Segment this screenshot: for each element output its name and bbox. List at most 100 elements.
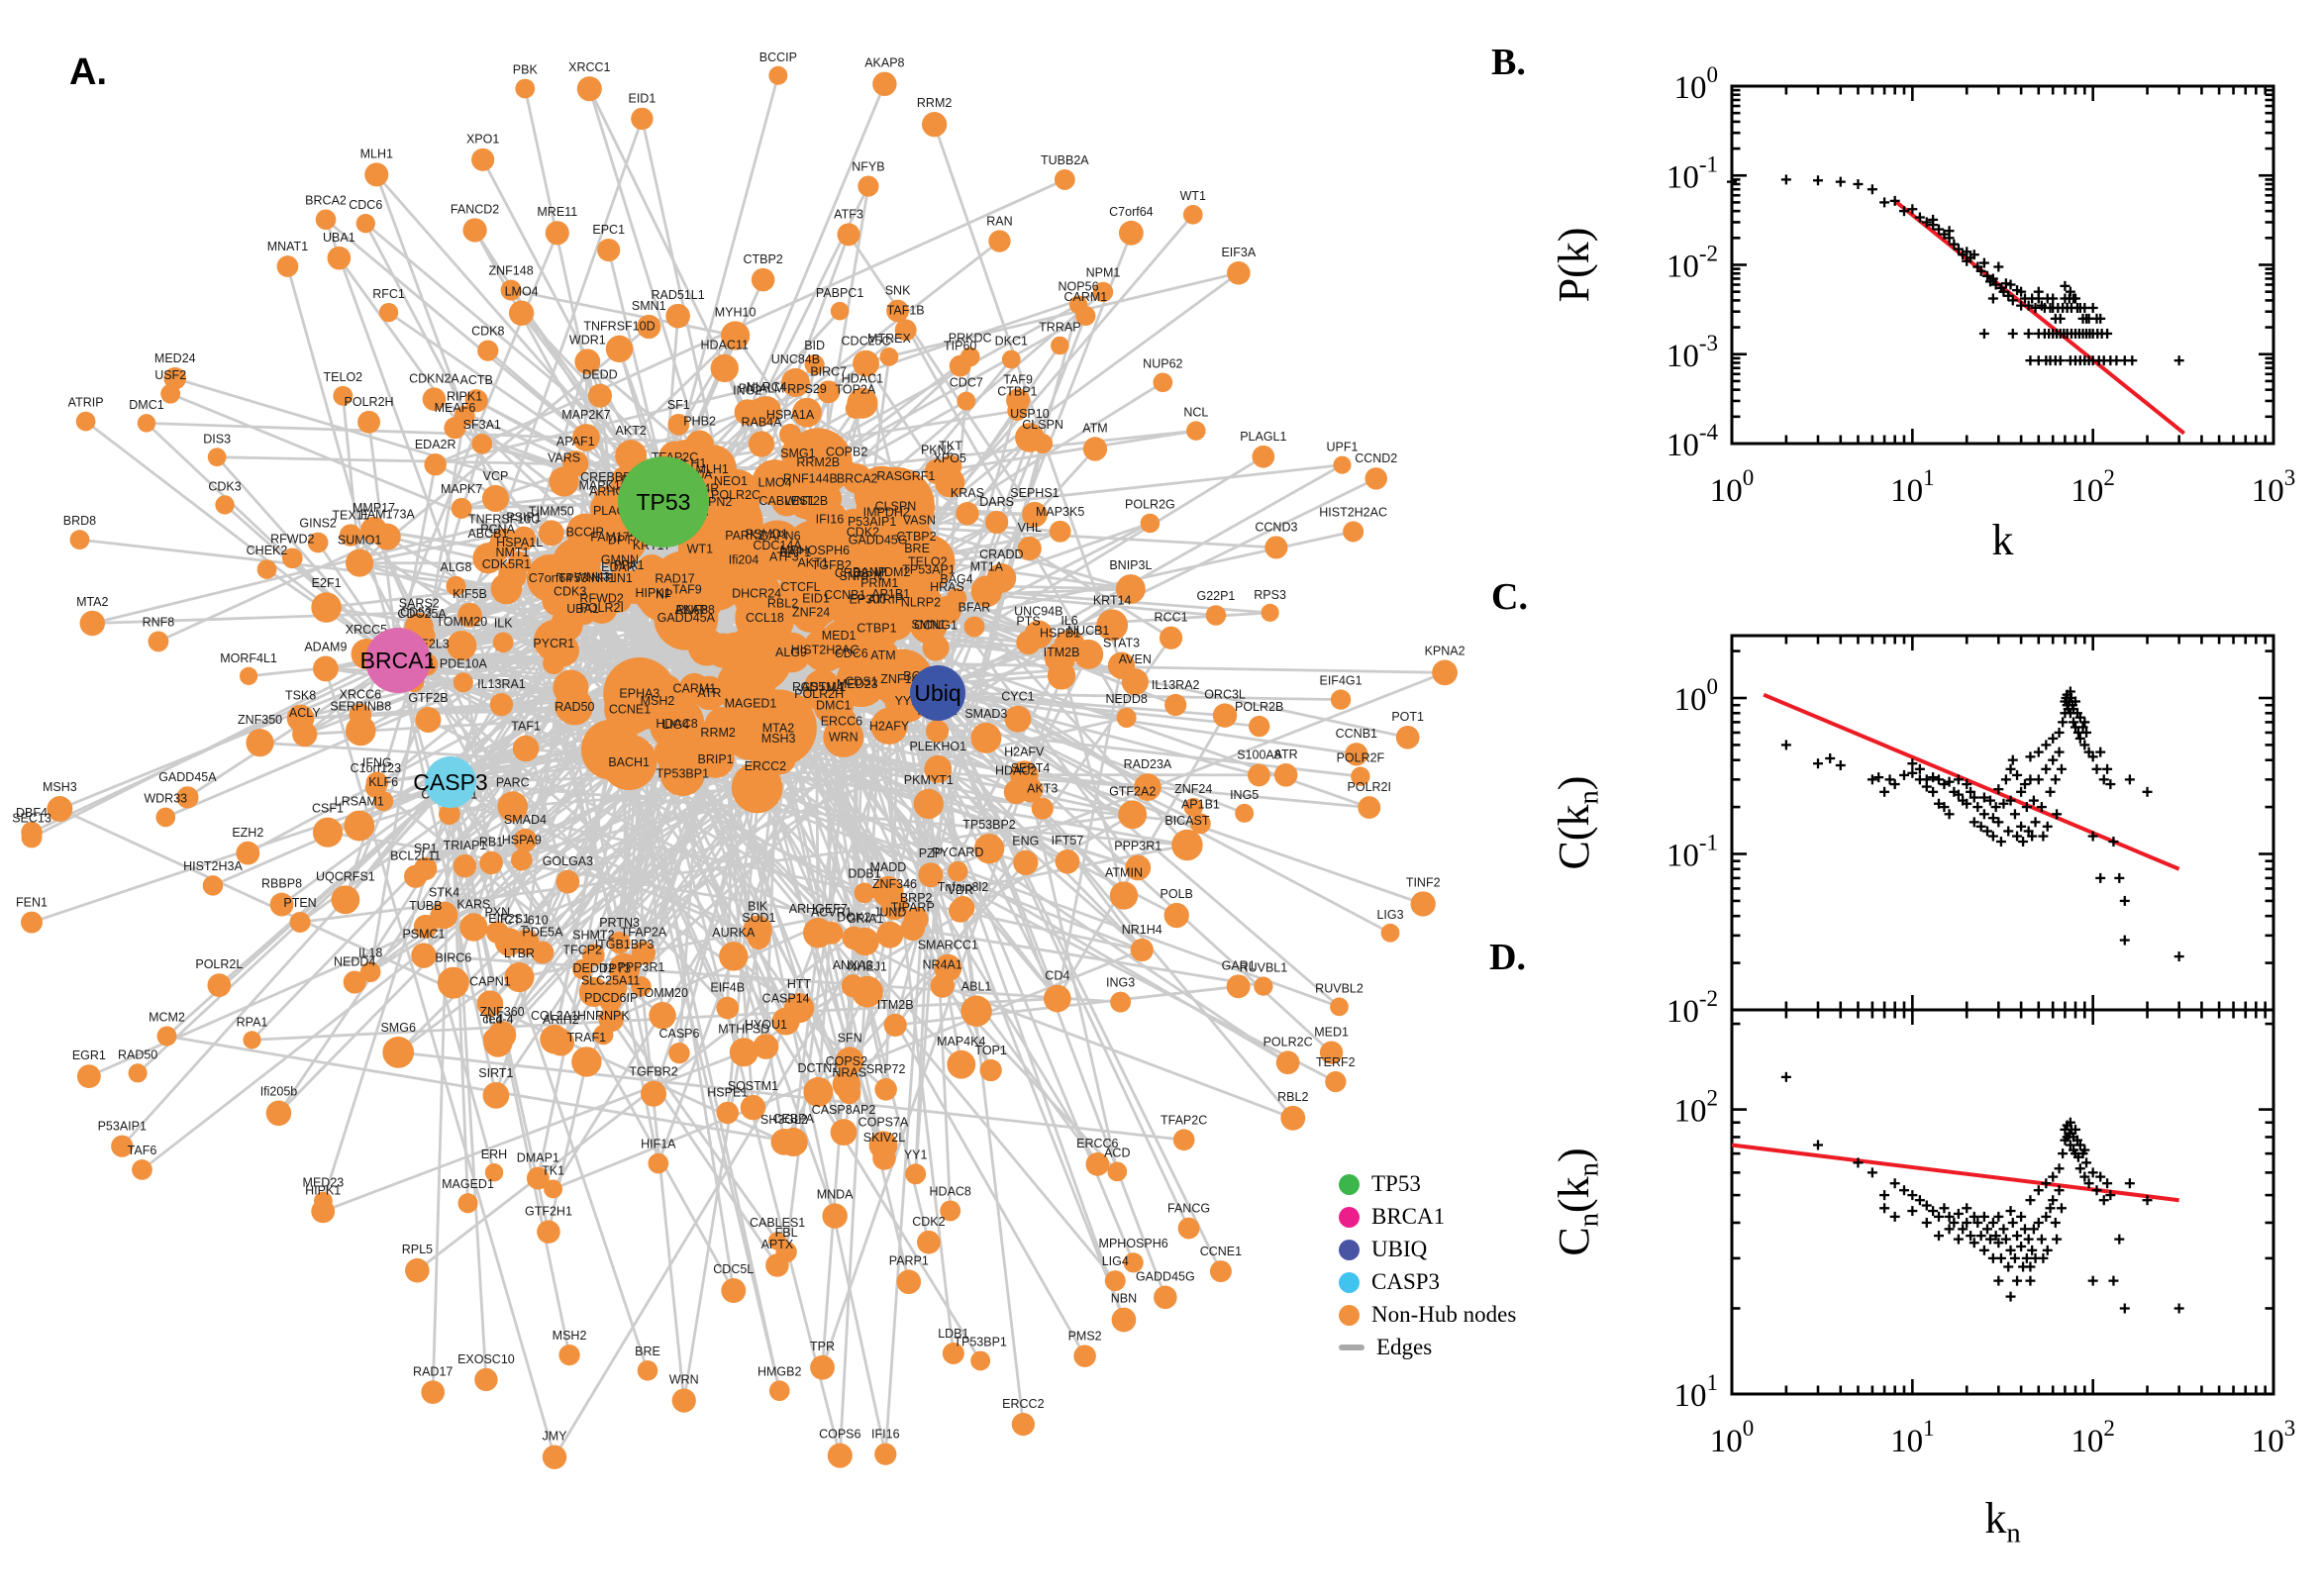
- hub-node-brca1: [365, 628, 431, 693]
- network-node: [751, 267, 775, 292]
- network-node-label: TFAP2A: [621, 926, 667, 940]
- network-node-label: BACH1: [608, 755, 650, 769]
- hub-node-casp3: [425, 756, 476, 808]
- network-node: [1254, 976, 1273, 996]
- network-node-label: IFI16: [871, 1428, 900, 1442]
- network-node: [265, 1100, 292, 1127]
- network-node: [1432, 659, 1458, 686]
- network-node-label: NEDD8: [1105, 692, 1147, 706]
- network-node-label: RPS3: [1254, 588, 1286, 602]
- network-node-label: EID1: [802, 591, 830, 605]
- network-node: [740, 1094, 766, 1121]
- network-node-label: EXOSC10: [457, 1352, 515, 1366]
- network-node: [578, 976, 609, 1007]
- network-node-label: APTX: [761, 1238, 794, 1251]
- network-node-label: TFAP2C: [1161, 1113, 1207, 1127]
- network-node-label: XPO1: [466, 133, 499, 147]
- network-node-label: FBL: [775, 1226, 798, 1240]
- network-node-label: NFYB: [852, 159, 884, 173]
- network-node: [1351, 766, 1370, 786]
- network-node-label: HIPK1: [305, 1183, 341, 1197]
- network-node: [1177, 1217, 1200, 1240]
- network-node-label: LIG4: [1102, 1254, 1129, 1268]
- hub-node-tp53: [618, 456, 709, 548]
- network-node: [481, 484, 510, 513]
- network-node: [879, 580, 905, 606]
- network-node: [665, 303, 690, 329]
- network-node: [835, 1047, 864, 1075]
- network-node: [531, 941, 555, 964]
- network-node: [542, 1445, 567, 1469]
- network-node-label: BIRC7: [810, 364, 847, 378]
- network-node-label: PTEN: [283, 896, 316, 910]
- network-node-label: POLR2L: [195, 957, 243, 971]
- network-node: [874, 1078, 897, 1101]
- network-node: [817, 380, 841, 404]
- network-node: [148, 631, 169, 652]
- network-node: [276, 255, 299, 277]
- network-node: [578, 586, 607, 615]
- network-node: [1075, 305, 1096, 327]
- network-node-label: HIF1A: [641, 1138, 676, 1151]
- network-node-label: RAD51L1: [792, 680, 846, 694]
- network-node-label: MSH3: [761, 732, 796, 746]
- network-node-label: CTBP2: [743, 252, 782, 266]
- network-node: [111, 1135, 134, 1157]
- network-node-label: MRE11: [537, 205, 577, 219]
- legend-item-casp3: CASP3: [1339, 1269, 1516, 1294]
- network-node-label: TIMM50: [529, 504, 574, 518]
- network-node-label: EDAR: [601, 560, 636, 574]
- network-node-label: BID: [804, 339, 825, 352]
- network-node: [729, 1038, 758, 1067]
- network-node-label: MAP2K7: [561, 408, 610, 422]
- network-node: [1345, 743, 1368, 766]
- network-node-label: HDAC11: [701, 339, 749, 352]
- network-node-label: POLR2I: [1348, 780, 1391, 794]
- network-edge: [449, 781, 650, 1371]
- network-node-label: DDB1: [848, 867, 880, 881]
- network-node: [1280, 1105, 1306, 1131]
- network-node: [359, 961, 381, 982]
- network-node-label: HDAC8: [656, 717, 697, 731]
- network-node: [1054, 169, 1075, 190]
- network-node-label: CDC25C: [842, 335, 891, 349]
- network-node: [872, 1147, 896, 1170]
- network-node: [832, 1069, 861, 1099]
- network-node-label: ERCC6: [1076, 1137, 1118, 1150]
- network-node-label: USP10: [1010, 407, 1050, 421]
- panel-C-ytick-label: 100: [1674, 674, 1719, 718]
- network-node-label: BIK: [748, 900, 768, 914]
- network-node-label: HIPK1: [636, 586, 671, 600]
- network-node: [600, 734, 657, 791]
- network-edge: [218, 780, 452, 987]
- network-node-label: SP1: [414, 842, 438, 855]
- network-node-label: SMG6: [380, 1021, 415, 1035]
- network-node: [830, 1119, 858, 1147]
- network-node: [1235, 803, 1255, 823]
- network-node-label: G22P1: [1196, 589, 1235, 603]
- network-node: [858, 175, 879, 197]
- network-node-label: CDK3: [554, 585, 586, 599]
- network-node: [1182, 204, 1203, 225]
- network-node-label: MDM2: [874, 565, 911, 579]
- network-node: [845, 585, 877, 617]
- network-node: [312, 655, 339, 682]
- network-node: [1153, 372, 1173, 393]
- network-node-label: SF3A1: [463, 418, 501, 432]
- network-node-label: BRIP1: [698, 752, 734, 766]
- network-node-label: COPS2: [826, 1054, 867, 1068]
- network-node: [453, 853, 477, 878]
- network-node: [479, 850, 503, 875]
- network-node-label: CDK2: [912, 1215, 945, 1229]
- network-node: [281, 548, 303, 569]
- network-node-label: LDB1: [938, 1327, 968, 1341]
- network-node: [1248, 715, 1270, 738]
- network-node-label: MNAT1: [267, 240, 308, 253]
- legend-swatch-nonhub-icon: [1339, 1304, 1360, 1326]
- network-node-label: PBK: [513, 63, 539, 77]
- network-node-label: TERF2: [1316, 1055, 1356, 1069]
- network-node: [355, 214, 375, 234]
- network-node-label: TNFRSF10D: [583, 320, 655, 334]
- network-node: [504, 962, 535, 993]
- network-node-label: ZNF24: [1174, 782, 1212, 796]
